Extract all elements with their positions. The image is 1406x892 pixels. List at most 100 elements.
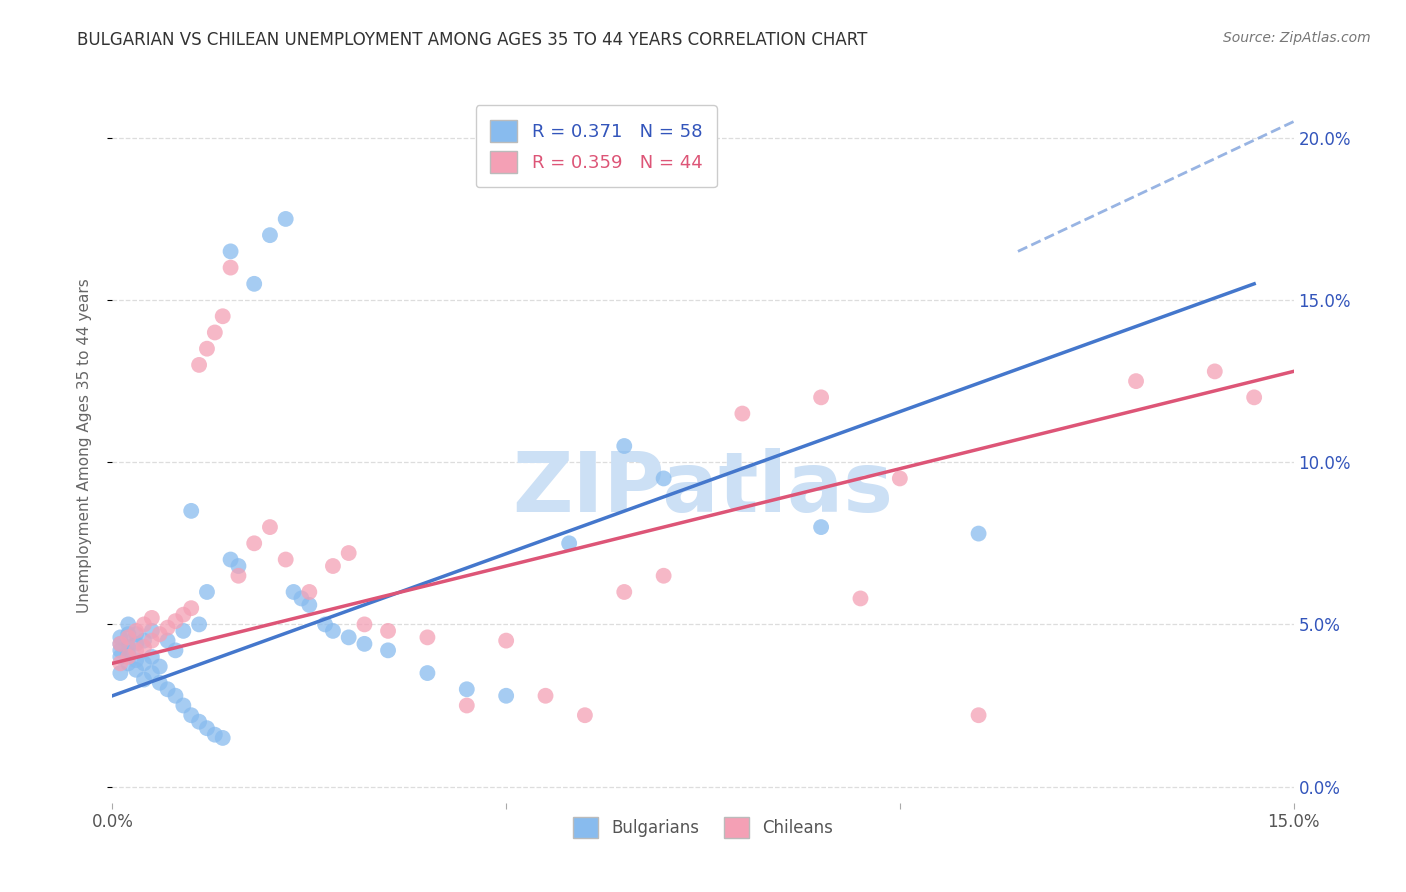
Point <box>117 640 139 654</box>
Point <box>259 520 281 534</box>
Point <box>613 585 636 599</box>
Point <box>156 633 179 648</box>
Point <box>172 698 194 713</box>
Point <box>495 633 517 648</box>
Point <box>219 260 242 275</box>
Point <box>290 591 312 606</box>
Point <box>243 277 266 291</box>
Point <box>967 526 990 541</box>
Point <box>156 682 179 697</box>
Point <box>188 358 211 372</box>
Point <box>180 708 202 723</box>
Point <box>110 657 132 671</box>
Point <box>353 617 375 632</box>
Point <box>149 627 172 641</box>
Point <box>141 649 163 664</box>
Point <box>353 637 375 651</box>
Point <box>731 407 754 421</box>
Point <box>274 552 297 566</box>
Point <box>117 647 139 661</box>
Point <box>180 504 202 518</box>
Point <box>195 342 218 356</box>
Point <box>141 666 163 681</box>
Point <box>195 721 218 735</box>
Point <box>172 624 194 638</box>
Point <box>337 546 360 560</box>
Point <box>298 598 321 612</box>
Point <box>967 708 990 723</box>
Point <box>188 714 211 729</box>
Point <box>204 326 226 340</box>
Point <box>416 666 439 681</box>
Text: Source: ZipAtlas.com: Source: ZipAtlas.com <box>1223 31 1371 45</box>
Point <box>125 663 148 677</box>
Point <box>117 631 139 645</box>
Point <box>274 211 297 226</box>
Text: ZIPatlas: ZIPatlas <box>513 449 893 529</box>
Point <box>125 653 148 667</box>
Point <box>219 552 242 566</box>
Point <box>125 627 148 641</box>
Point <box>810 390 832 404</box>
Point <box>141 611 163 625</box>
Point <box>195 585 218 599</box>
Point <box>652 471 675 485</box>
Point <box>132 633 155 648</box>
Point <box>228 559 250 574</box>
Point <box>377 643 399 657</box>
Point <box>322 559 344 574</box>
Point <box>125 637 148 651</box>
Point <box>810 520 832 534</box>
Point <box>125 624 148 638</box>
Point <box>456 698 478 713</box>
Point <box>219 244 242 259</box>
Point <box>125 643 148 657</box>
Point <box>613 439 636 453</box>
Point <box>1243 390 1265 404</box>
Point <box>156 621 179 635</box>
Point <box>110 649 132 664</box>
Point <box>132 657 155 671</box>
Point <box>117 649 139 664</box>
Point <box>110 637 132 651</box>
Point <box>165 689 187 703</box>
Point <box>211 310 233 324</box>
Point <box>259 228 281 243</box>
Y-axis label: Unemployment Among Ages 35 to 44 years: Unemployment Among Ages 35 to 44 years <box>77 278 91 614</box>
Point <box>141 633 163 648</box>
Point <box>456 682 478 697</box>
Point <box>204 728 226 742</box>
Point <box>110 666 132 681</box>
Point <box>1125 374 1147 388</box>
Point <box>180 601 202 615</box>
Point <box>322 624 344 638</box>
Point <box>652 568 675 582</box>
Point <box>132 640 155 654</box>
Point <box>337 631 360 645</box>
Point <box>211 731 233 745</box>
Point <box>117 657 139 671</box>
Point <box>110 637 132 651</box>
Point <box>283 585 305 599</box>
Text: BULGARIAN VS CHILEAN UNEMPLOYMENT AMONG AGES 35 TO 44 YEARS CORRELATION CHART: BULGARIAN VS CHILEAN UNEMPLOYMENT AMONG … <box>77 31 868 49</box>
Point <box>132 617 155 632</box>
Point <box>534 689 557 703</box>
Point <box>377 624 399 638</box>
Point <box>165 614 187 628</box>
Point <box>298 585 321 599</box>
Point <box>117 627 139 641</box>
Point <box>132 673 155 687</box>
Legend: Bulgarians, Chileans: Bulgarians, Chileans <box>567 811 839 845</box>
Point <box>574 708 596 723</box>
Point <box>110 643 132 657</box>
Point <box>1204 364 1226 378</box>
Point <box>117 617 139 632</box>
Point <box>889 471 911 485</box>
Point <box>495 689 517 703</box>
Point <box>314 617 336 632</box>
Point <box>172 607 194 622</box>
Point <box>558 536 581 550</box>
Point <box>849 591 872 606</box>
Point <box>416 631 439 645</box>
Point <box>141 624 163 638</box>
